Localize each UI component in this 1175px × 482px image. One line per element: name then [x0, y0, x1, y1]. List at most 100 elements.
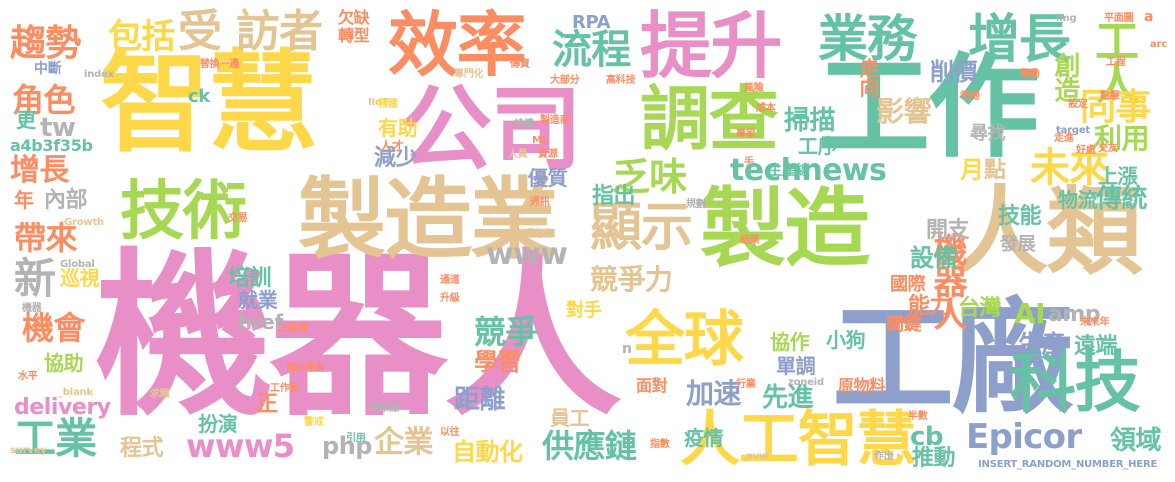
word: 年 — [14, 188, 34, 212]
word: 利用 — [1094, 122, 1149, 155]
word: 行業 — [736, 379, 756, 390]
word: AI — [1014, 297, 1046, 330]
word: 智慧 — [100, 39, 318, 167]
word: 全球 — [625, 305, 744, 375]
word: IIoT — [368, 97, 389, 108]
word: 顯示 — [590, 198, 693, 258]
word: 交易 — [228, 213, 248, 224]
word: 遠端 — [1074, 334, 1118, 359]
word: 大部分 — [550, 75, 580, 86]
word: 削價 — [930, 58, 978, 86]
word: 包括 — [108, 17, 175, 57]
word: 員工 — [550, 406, 590, 430]
word: 創造 — [1050, 52, 1080, 102]
word: 工程 — [1106, 57, 1126, 68]
word: 先進 — [762, 383, 813, 413]
word: 減少 — [374, 146, 418, 171]
word: 領地 — [960, 91, 980, 102]
word: 以往 — [440, 427, 460, 438]
word: 有助 — [378, 116, 418, 140]
word: Global — [60, 259, 95, 270]
word: php — [322, 432, 373, 460]
word: 增長 — [10, 153, 69, 188]
word: 手 — [744, 157, 754, 168]
word: 自動化 — [452, 438, 523, 466]
word: 訪者 — [236, 6, 323, 57]
word: 走進 — [1054, 133, 1074, 144]
word: INSERT_RANDOM_NUMBER_HERE — [978, 459, 1158, 470]
word: 現行化 — [524, 229, 554, 240]
word: a4b3f35b — [10, 136, 93, 155]
word: 機器人 — [95, 233, 622, 440]
word: 原物料 — [838, 376, 886, 395]
word: 發展 — [1000, 234, 1036, 255]
word: 警戒 — [304, 417, 324, 428]
word: 成本 — [756, 103, 776, 114]
word: 生產線 — [768, 163, 810, 179]
word: 帶動 — [1020, 69, 1040, 80]
word: 平面圖 — [1104, 13, 1134, 24]
word: 公司 — [400, 76, 582, 183]
word: index — [84, 69, 114, 80]
word: 月 — [960, 156, 984, 184]
word: 國際 — [890, 274, 926, 295]
word: 交友 — [1098, 143, 1118, 154]
word: 距離 — [454, 385, 505, 415]
word: 技能 — [998, 204, 1042, 229]
word: Growth — [64, 217, 104, 228]
word: 監察廠 — [370, 403, 400, 414]
word: 競爭 — [474, 313, 537, 351]
word: 欠缺 — [338, 8, 370, 27]
word: 面對 — [636, 376, 668, 395]
word: 好處 — [1076, 145, 1096, 156]
word: 競爭力 — [590, 263, 673, 296]
word: 機器 — [22, 303, 42, 314]
word: target — [1056, 125, 1090, 136]
word: 加速 — [686, 377, 741, 410]
word: delivery — [14, 395, 111, 420]
word: amp — [1048, 302, 1101, 327]
word: 物流 — [1058, 188, 1098, 212]
word: 協助 — [44, 351, 84, 375]
word: 傳統 — [1096, 184, 1147, 214]
word: 台灣 — [958, 296, 1002, 321]
word: 求職 — [150, 389, 170, 400]
word: 人員 — [508, 149, 528, 160]
word: 作出 — [874, 451, 894, 462]
word: 帶來 — [14, 219, 77, 257]
word: 新 — [14, 254, 56, 303]
word: 提升 — [640, 4, 783, 88]
word: 對手 — [566, 300, 602, 321]
word: 正 — [256, 392, 278, 417]
word: 工人 — [1087, 18, 1138, 102]
word: tw — [40, 113, 76, 143]
word: 工序 — [798, 134, 838, 158]
word: 工業 — [14, 414, 97, 463]
word: ML — [532, 135, 548, 146]
word: 設備 — [910, 244, 958, 272]
word: 點擊 — [1100, 91, 1120, 102]
word: 製造商 — [540, 115, 570, 126]
word: 更 — [16, 108, 36, 132]
word: 指出 — [592, 184, 636, 209]
word: 引用 — [346, 433, 366, 444]
word: 單調 — [776, 354, 816, 378]
word: 增長 — [968, 10, 1071, 70]
word: 人類 — [952, 176, 1142, 288]
word: 專門化 — [454, 69, 484, 80]
word: cb — [910, 422, 944, 452]
word: 尋找 — [970, 123, 1006, 144]
word: 生產 — [1018, 330, 1066, 358]
word: 上漲 — [1098, 164, 1138, 188]
word: 小狗 — [826, 328, 866, 352]
word: 巡視 — [60, 266, 100, 290]
word: 協作 — [770, 330, 810, 354]
word: 供應鏈 — [542, 427, 637, 465]
word: n — [622, 341, 632, 357]
word: www5 — [186, 427, 295, 465]
word: 走向 — [856, 58, 880, 96]
word: 製造 — [700, 179, 870, 279]
word: 扮演 — [198, 412, 238, 436]
word: 效率 — [388, 4, 527, 86]
word: 領域 — [1110, 426, 1161, 456]
